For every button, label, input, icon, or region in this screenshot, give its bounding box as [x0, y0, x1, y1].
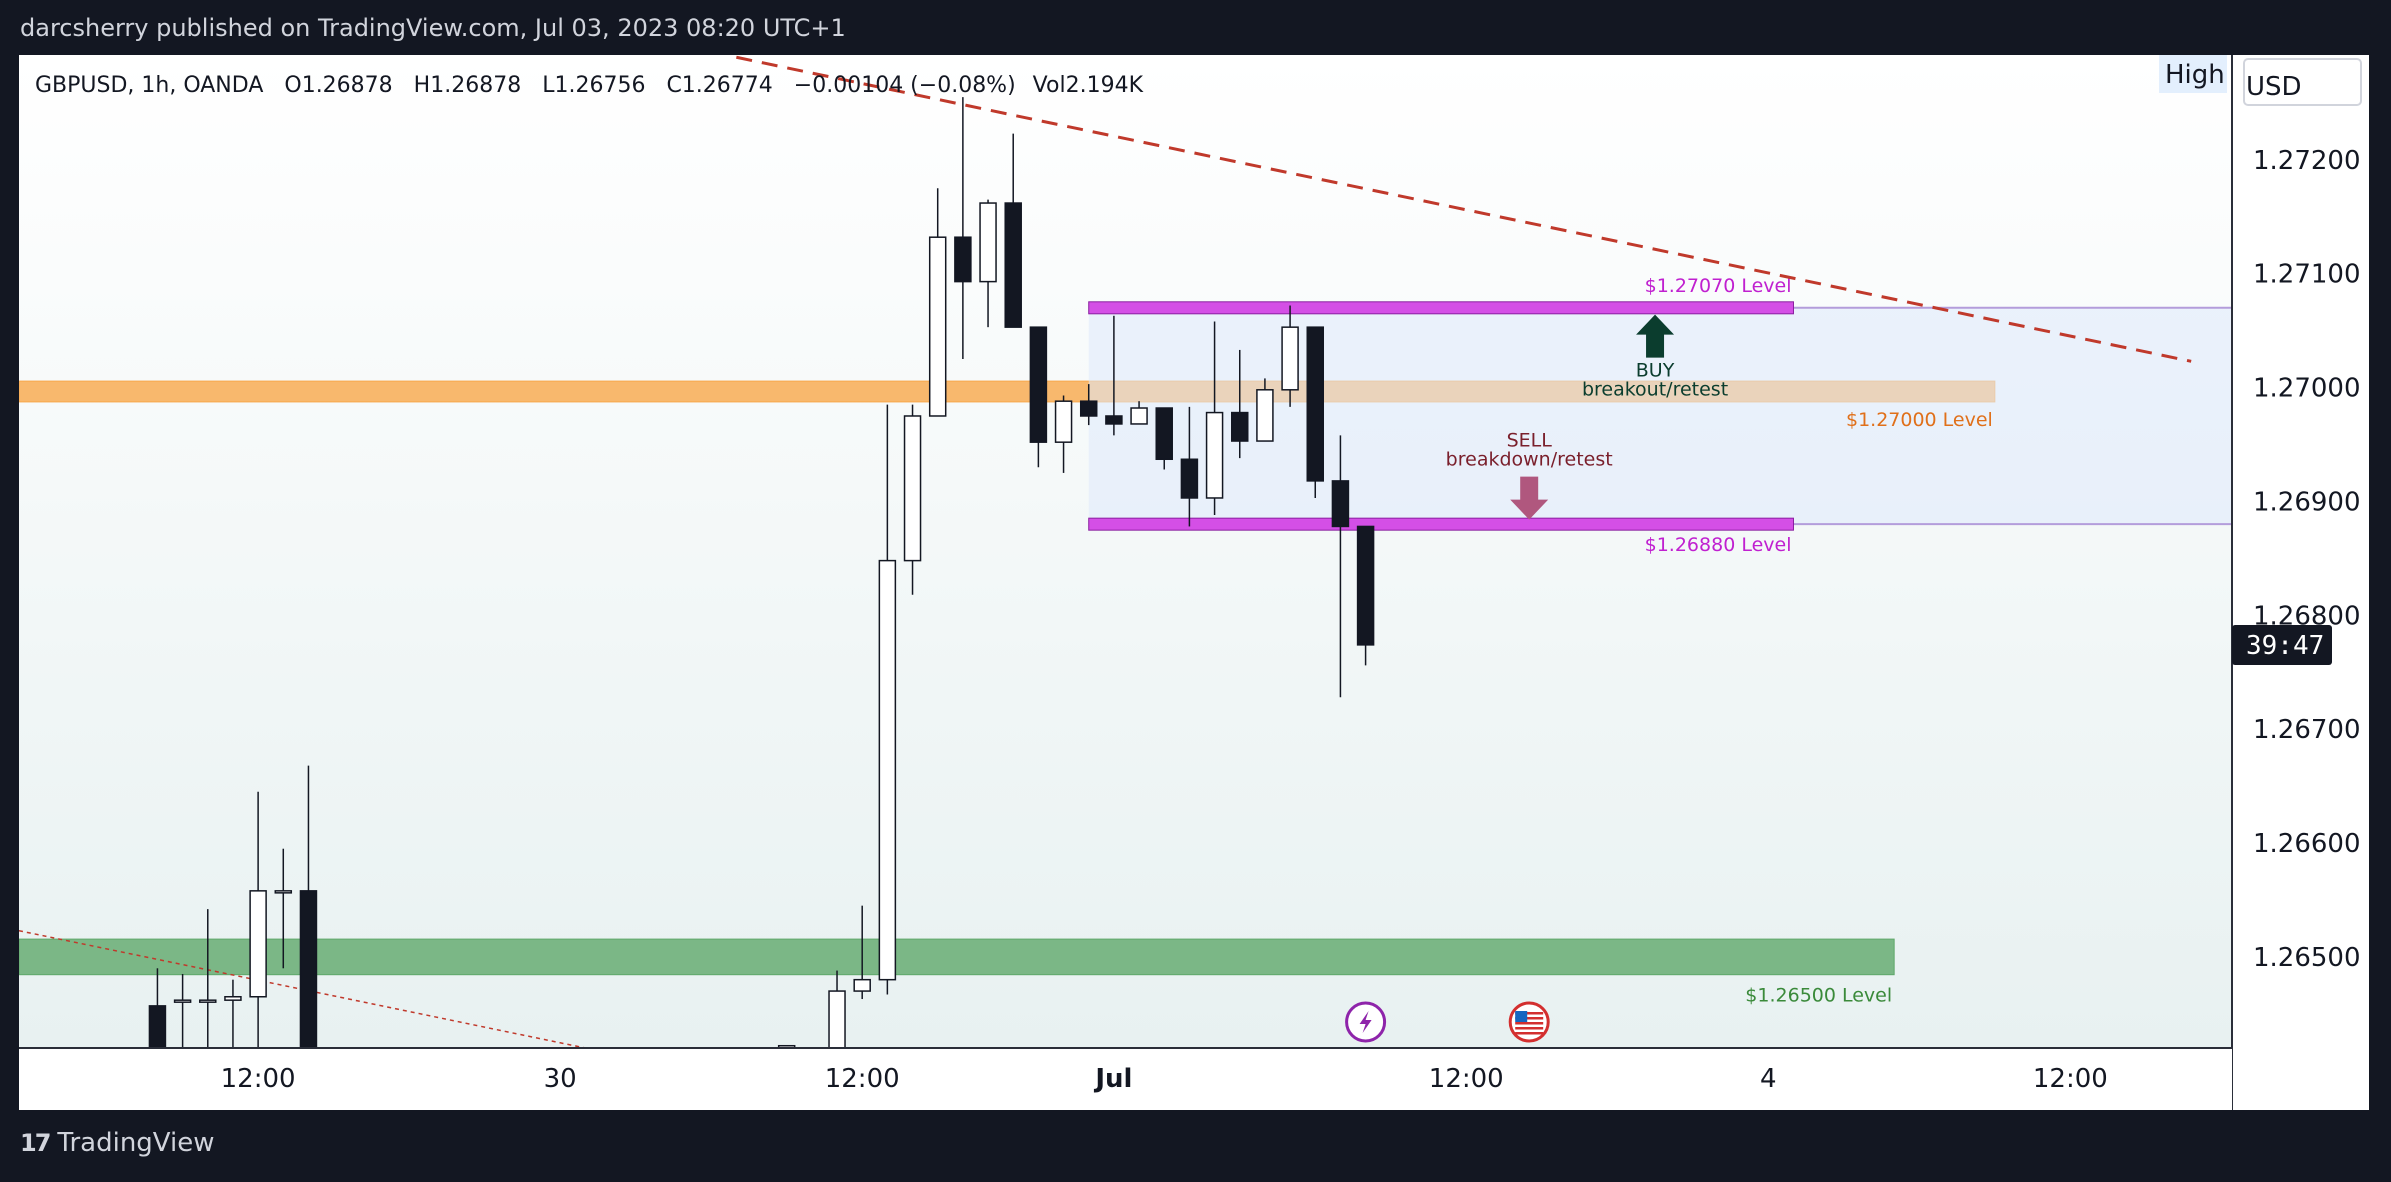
lightning-icon-glyph [1359, 1011, 1372, 1033]
volume-value: Vol2.194K [1033, 73, 1144, 98]
flag-canton [1515, 1011, 1528, 1022]
candle-body [173, 999, 192, 1003]
publish-header: darcsherry published on TradingView.com,… [20, 14, 846, 42]
price-tick: 1.27200 [2253, 146, 2361, 176]
price-tick: 1.26700 [2253, 715, 2361, 745]
candle-body [1004, 202, 1022, 328]
price-scale-bg [2232, 55, 2369, 1110]
price-zones: $1.27070 Level $1.26880 Level $1.27000 Lev… [19, 275, 2232, 1007]
price-tick: 1.26600 [2253, 829, 2361, 859]
level-label: $1.27070 Level [1645, 275, 1792, 297]
time-tick: 12:00 [2033, 1064, 2108, 1094]
candle-body [1155, 407, 1173, 461]
candle-body [1356, 525, 1375, 646]
price-tick: 1.26500 [2253, 943, 2361, 973]
candle-body [1230, 411, 1249, 442]
time-tick: Jul [1093, 1064, 1132, 1094]
time-tick: 4 [1760, 1064, 1777, 1094]
candle-body [148, 1005, 167, 1049]
time-tick: 12:00 [1429, 1064, 1504, 1094]
sell-sublabel: breakdown/retest [1446, 449, 1613, 471]
price-tick: 1.27100 [2253, 260, 2361, 290]
candle-body [928, 236, 947, 417]
low-value: L1.26756 [542, 73, 645, 98]
candle-body [903, 415, 922, 562]
trendline [736, 55, 2192, 363]
candle-body [1180, 458, 1199, 499]
candle-body [1105, 415, 1123, 425]
candle-body [1130, 407, 1148, 425]
time-axis[interactable]: 12:00 30 12:00 Jul 12:00 4 12:00 [19, 1047, 2232, 1110]
high-toggle-button[interactable] [2159, 55, 2227, 93]
candle-body [853, 978, 871, 992]
sell-arrow-icon [1510, 476, 1549, 520]
level-label: $1.26500 Level [1745, 985, 1892, 1007]
flag-stripe [1515, 1027, 1544, 1030]
tradingview-logo-icon: 17 [20, 1129, 51, 1157]
price-tick: 1.27000 [2253, 374, 2361, 404]
symbol-legend: GBPUSD, 1h, OANDA O1.26878 H1.26878 L1.2… [35, 73, 1144, 98]
buy-sublabel: breakout/retest [1582, 379, 1728, 401]
flag-stripe [1515, 1012, 1544, 1015]
candles [148, 97, 1375, 1051]
level-line [1088, 517, 1794, 531]
price-scale[interactable]: 1.272001.271001.270001.269001.268001.267… [2231, 55, 2369, 1110]
time-tick: 12:00 [825, 1064, 900, 1094]
level-band [19, 938, 1895, 976]
time-tick: 30 [544, 1064, 577, 1094]
candle-body [274, 890, 293, 894]
candle-body [1079, 400, 1098, 417]
chart-frame[interactable]: $1.27070 Level $1.26880 Level $1.27000 Lev… [19, 55, 2369, 1110]
candle-body [299, 890, 318, 1049]
candle-body [1331, 480, 1350, 528]
buy-arrow-icon [1636, 314, 1675, 358]
level-line [1088, 301, 1794, 315]
sell-label: SELL [1507, 430, 1553, 452]
symbol-name: GBPUSD, 1h, OANDA [35, 73, 263, 98]
level-label: $1.26880 Level [1645, 534, 1792, 556]
candle-body [199, 999, 217, 1003]
currency-button[interactable] [2243, 58, 2362, 106]
price-chart[interactable]: $1.27070 Level $1.26880 Level $1.27000 Lev… [19, 55, 2369, 1110]
candle-body [828, 990, 846, 1049]
event-markers [1345, 1001, 1550, 1043]
candle-body [1306, 326, 1325, 482]
candle-body [878, 559, 897, 981]
candle-body [1281, 326, 1299, 391]
flag-stripe [1515, 1032, 1544, 1035]
level-label: $1.27000 Level [1846, 409, 1993, 431]
time-tick: 12:00 [221, 1064, 296, 1094]
close-value: C1.26774 [666, 73, 772, 98]
currency-label: USD [2246, 72, 2302, 102]
flag-stripe [1515, 1017, 1544, 1020]
brand-label: TradingView [57, 1128, 215, 1158]
tradingview-brand[interactable]: 17 TradingView [20, 1128, 215, 1158]
change-value: −0.00104 (−0.08%) [794, 73, 1016, 98]
high-toggle-label: High [2165, 60, 2225, 90]
high-value: H1.26878 [414, 73, 522, 98]
open-value: O1.26878 [284, 73, 392, 98]
plot-background [19, 55, 2232, 1048]
candle-body [979, 202, 997, 283]
candle-body [1256, 389, 1274, 442]
countdown-badge [2232, 625, 2332, 665]
flag-stripe [1515, 1022, 1544, 1025]
candle-body [1054, 400, 1073, 443]
price-tick: 1.26900 [2253, 487, 2361, 517]
candle-body [224, 996, 242, 1001]
candle-body [249, 890, 267, 998]
buy-label: BUY [1636, 360, 1675, 382]
countdown-label: 39:47 [2246, 631, 2324, 661]
candle-body [954, 236, 972, 283]
time-axis-bg [19, 1048, 2232, 1110]
candle-body [1029, 326, 1048, 443]
candle-body [1205, 411, 1224, 499]
